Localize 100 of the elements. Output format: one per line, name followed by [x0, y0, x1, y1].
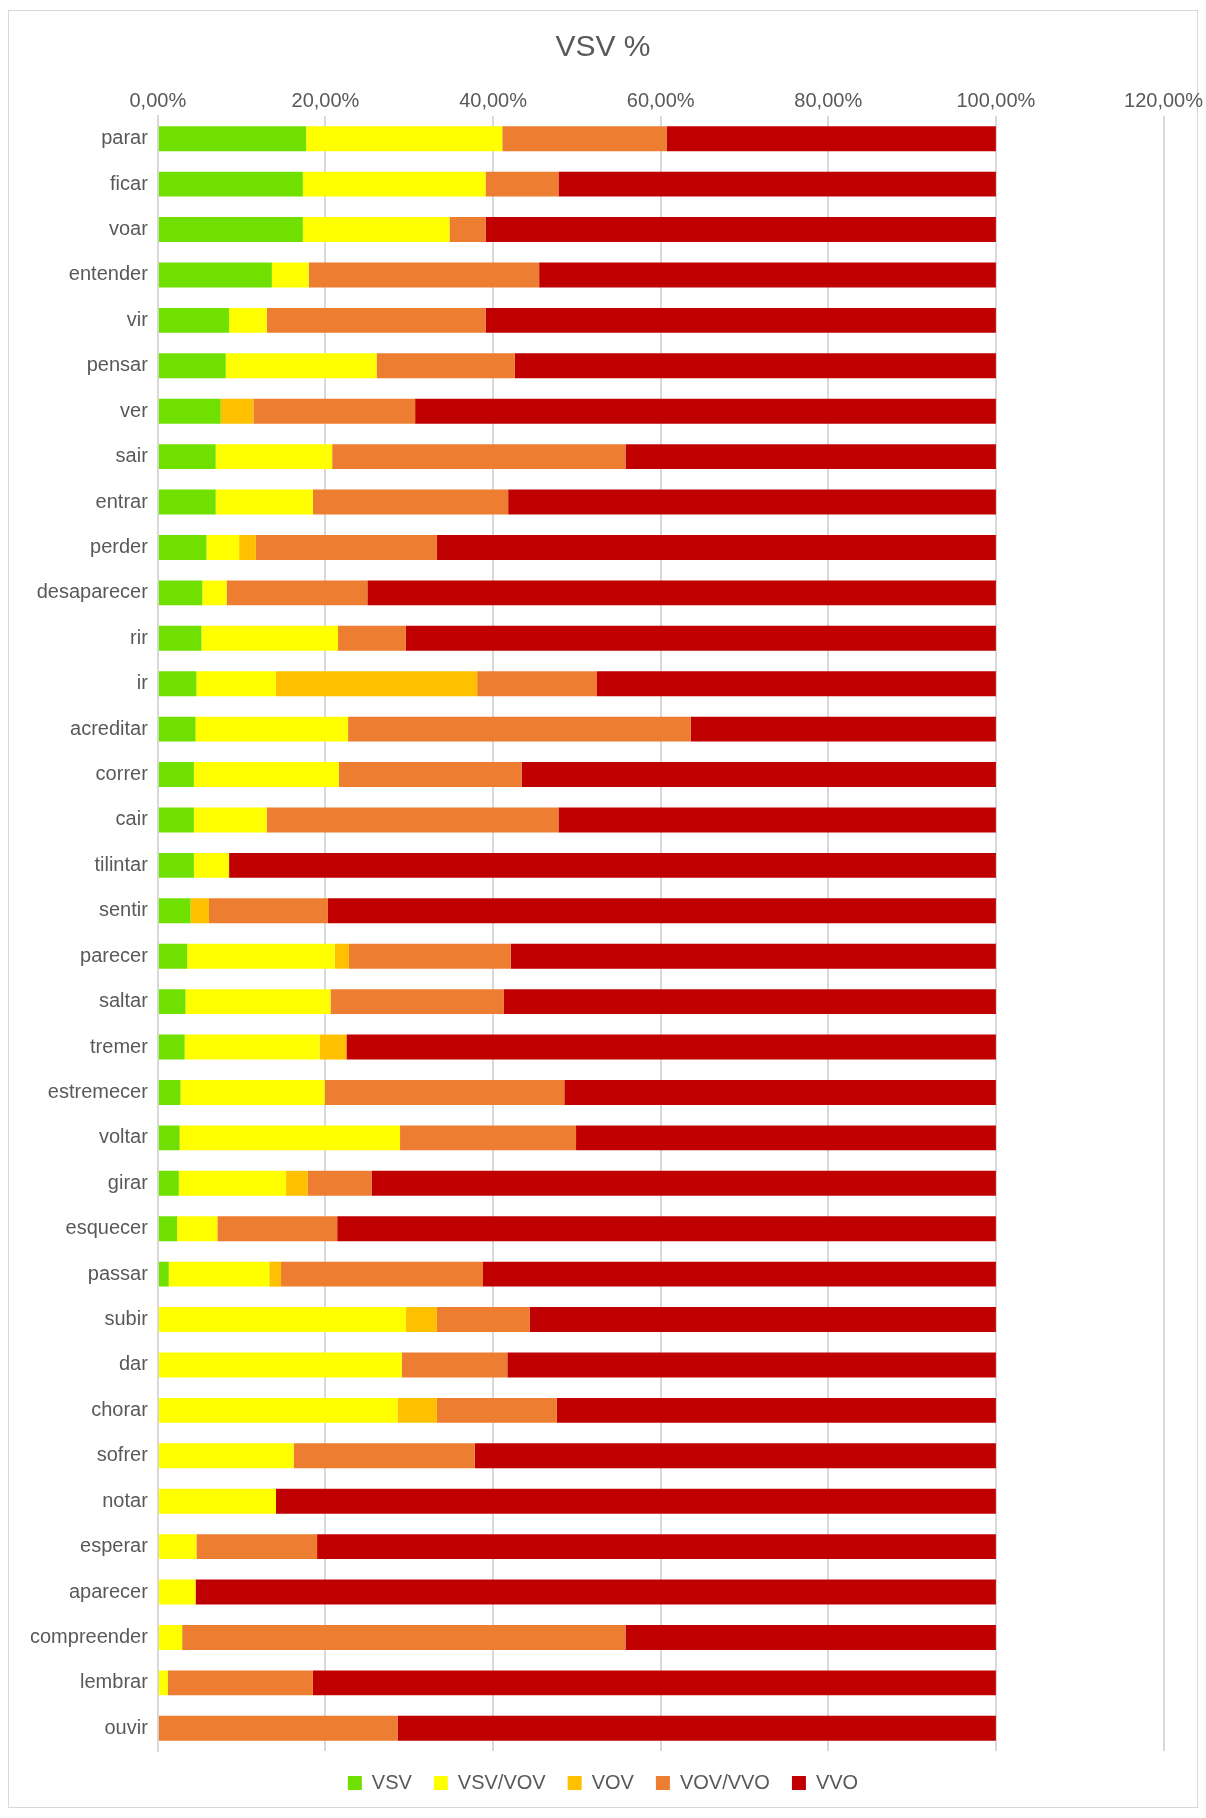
bar: [312, 489, 509, 515]
bar: [229, 852, 996, 878]
bar: [158, 1534, 197, 1560]
bar: [269, 1261, 282, 1287]
bar: [202, 580, 227, 606]
bar: [215, 489, 313, 515]
bar: [180, 1079, 325, 1105]
bar: [158, 534, 207, 560]
y-tick-label: pensar: [86, 353, 149, 376]
bar: [225, 353, 377, 379]
y-tick-label: tremer: [90, 1034, 149, 1057]
y-tick-label: subir: [104, 1307, 149, 1330]
bar: [206, 534, 240, 560]
bar: [220, 398, 254, 424]
bar: [558, 171, 996, 197]
bar: [576, 1125, 996, 1151]
bar: [508, 489, 996, 515]
bar: [276, 671, 478, 697]
bar: [158, 1034, 185, 1060]
bar: [514, 353, 996, 379]
bar: [158, 262, 272, 288]
y-tick-label: lembrar: [80, 1670, 149, 1693]
bar: [158, 398, 221, 424]
bar: [281, 1261, 484, 1287]
bar: [348, 716, 691, 742]
y-tick-label: passar: [87, 1261, 149, 1284]
bar: [306, 126, 503, 152]
bar: [158, 625, 202, 651]
bar: [376, 353, 515, 379]
y-tick-label: acreditar: [70, 716, 149, 739]
x-tick-label: 20,00%: [291, 88, 360, 111]
bar: [474, 1443, 996, 1469]
bar: [158, 1352, 402, 1378]
bar: [184, 1034, 320, 1060]
x-tick-label: 100,00%: [956, 88, 1036, 111]
bar: [158, 989, 186, 1015]
bar: [405, 625, 996, 651]
legend-label: VOV/VVO: [679, 1770, 770, 1793]
bar: [158, 898, 191, 924]
legend-label: VVO: [815, 1770, 859, 1793]
y-tick-label: parar: [101, 126, 149, 149]
y-tick-label: estremecer: [47, 1079, 149, 1102]
bar: [266, 307, 486, 333]
bar: [564, 1079, 996, 1105]
bar: [502, 126, 667, 152]
bar: [158, 489, 216, 515]
bar: [507, 1352, 996, 1378]
bar: [503, 989, 996, 1015]
bar: [179, 1125, 401, 1151]
bar: [158, 1715, 398, 1741]
bar: [324, 1079, 565, 1105]
bar: [158, 307, 230, 333]
bar: [201, 625, 339, 651]
y-tick-label: rir: [130, 625, 149, 648]
bar: [302, 171, 486, 197]
bar: [158, 1170, 179, 1196]
bar: [307, 1170, 372, 1196]
bar: [182, 1624, 626, 1650]
bar: [271, 262, 309, 288]
bar: [193, 762, 339, 788]
bar: [208, 898, 328, 924]
bar: [215, 444, 333, 470]
bar: [332, 444, 626, 470]
bar: [239, 534, 256, 560]
bar: [158, 126, 307, 152]
bar: [158, 1443, 294, 1469]
bar: [483, 1261, 996, 1287]
y-tick-label: vir: [126, 307, 149, 330]
y-tick-label: ir: [136, 671, 149, 694]
bar: [319, 1034, 347, 1060]
bar: [158, 852, 194, 878]
bar: [195, 716, 349, 742]
bar: [317, 1534, 996, 1560]
y-tick-label: girar: [107, 1170, 149, 1193]
bar: [327, 898, 996, 924]
bar: [338, 762, 522, 788]
bar: [293, 1443, 475, 1469]
bar: [312, 1670, 996, 1696]
bar: [229, 307, 267, 333]
bar: [308, 262, 540, 288]
bar: [346, 1034, 996, 1060]
bar: [529, 1307, 996, 1333]
bar: [168, 1261, 270, 1287]
x-tick-label: 0,00%: [129, 88, 187, 111]
bar: [397, 1397, 437, 1423]
bar: [158, 171, 303, 197]
bar: [397, 1715, 996, 1741]
y-tick-label: voar: [108, 217, 149, 240]
bar: [158, 217, 303, 243]
bar: [158, 1670, 168, 1696]
bar: [276, 1488, 996, 1514]
bar: [485, 307, 996, 333]
bar: [217, 1216, 338, 1242]
bar: [405, 1307, 437, 1333]
bar: [158, 444, 216, 470]
legend-label: VOV: [591, 1770, 635, 1793]
bar: [177, 1216, 218, 1242]
bar: [196, 1534, 318, 1560]
bar: [158, 1261, 169, 1287]
y-tick-label: sofrer: [96, 1443, 149, 1466]
